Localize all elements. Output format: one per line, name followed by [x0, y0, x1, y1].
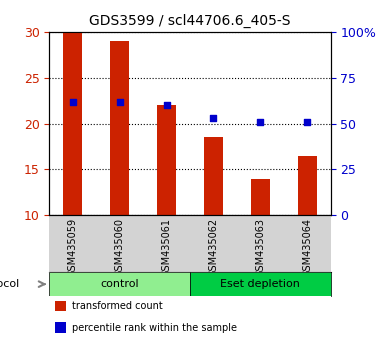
Text: GSM435060: GSM435060	[115, 218, 125, 277]
Text: protocol: protocol	[0, 279, 19, 289]
Bar	[110, 41, 129, 215]
Text: GSM435059: GSM435059	[68, 218, 78, 277]
Text: control: control	[100, 279, 139, 289]
FancyBboxPatch shape	[190, 272, 331, 296]
Point	[163, 102, 169, 108]
Point	[70, 99, 76, 104]
Point	[257, 119, 263, 125]
Bar	[63, 32, 82, 215]
Point	[117, 99, 123, 104]
Text: percentile rank within the sample: percentile rank within the sample	[72, 323, 237, 333]
Text: GSM435061: GSM435061	[162, 218, 171, 277]
Text: GSM435063: GSM435063	[255, 218, 265, 277]
Text: transformed count: transformed count	[72, 301, 163, 311]
Bar	[55, 301, 66, 312]
Text: GSM435062: GSM435062	[209, 218, 218, 277]
Point	[304, 119, 310, 125]
Text: GSM435064: GSM435064	[302, 218, 312, 277]
Bar	[251, 179, 270, 215]
Text: GDS3599 / scl44706.6_405-S: GDS3599 / scl44706.6_405-S	[89, 14, 291, 28]
Bar	[204, 137, 223, 215]
Bar	[298, 156, 317, 215]
FancyBboxPatch shape	[49, 272, 190, 296]
Text: Eset depletion: Eset depletion	[220, 279, 300, 289]
Point	[211, 115, 217, 121]
Bar	[55, 322, 66, 333]
Bar	[157, 105, 176, 215]
